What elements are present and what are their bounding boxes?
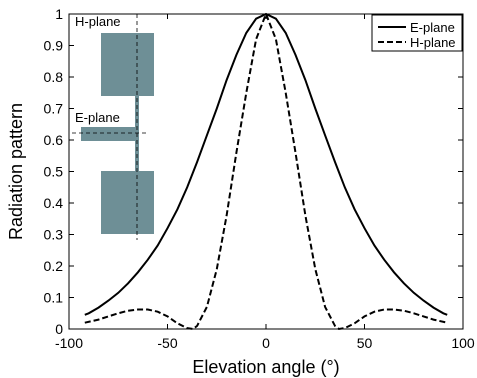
antenna-shape-0 bbox=[101, 33, 154, 96]
legend-label-h-plane: H-plane bbox=[410, 35, 456, 50]
antenna-inset: H-plane E-plane bbox=[72, 14, 154, 240]
antenna-shape-2 bbox=[81, 127, 138, 141]
x-tick-label: 100 bbox=[451, 335, 475, 351]
inset-label-e-plane: E-plane bbox=[75, 110, 120, 125]
x-tick-label: 0 bbox=[262, 335, 270, 351]
antenna-shape-1 bbox=[101, 171, 154, 234]
y-tick-label: 0.2 bbox=[44, 258, 64, 274]
legend-box bbox=[371, 14, 463, 52]
y-tick-label: 1 bbox=[55, 6, 63, 22]
y-tick-labels: 0 0.1 0.2 0.3 0.4 0.5 0.6 0.7 0.8 0.9 1 bbox=[44, 6, 64, 337]
y-tick-label: 0.5 bbox=[44, 164, 64, 180]
axis-ticks bbox=[68, 13, 464, 330]
y-tick-label: 0.8 bbox=[44, 69, 64, 85]
y-tick-label: 0 bbox=[55, 321, 63, 337]
x-tick-label: -100 bbox=[55, 335, 83, 351]
y-tick-label: 0.6 bbox=[44, 132, 64, 148]
y-tick-label: 0.3 bbox=[44, 227, 64, 243]
x-tick-label: -50 bbox=[157, 335, 177, 351]
y-axis-title: Radiation pattern bbox=[6, 103, 26, 240]
y-tick-label: 0.7 bbox=[44, 101, 64, 117]
x-tick-label: 50 bbox=[357, 335, 373, 351]
y-tick-label: 0.1 bbox=[44, 290, 64, 306]
x-axis-title: Elevation angle (°) bbox=[192, 357, 339, 377]
y-tick-label: 0.9 bbox=[44, 38, 64, 54]
inset-label-h-plane: H-plane bbox=[75, 14, 121, 29]
x-tick-labels: -100 -50 0 50 100 bbox=[55, 335, 475, 351]
series-line-h-plane bbox=[84, 11, 448, 331]
y-tick-label: 0.4 bbox=[44, 195, 64, 211]
legend-label-e-plane: E-plane bbox=[410, 20, 455, 35]
